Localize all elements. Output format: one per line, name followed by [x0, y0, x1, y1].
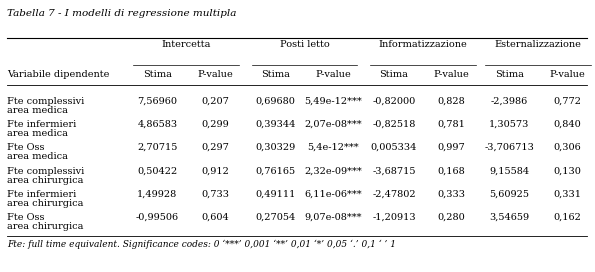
Text: 4,86583: 4,86583	[137, 120, 177, 129]
Text: Posti letto: Posti letto	[280, 41, 330, 50]
Text: 0,733: 0,733	[201, 190, 229, 199]
Text: Stima: Stima	[495, 70, 524, 79]
Text: area chirurgica: area chirurgica	[7, 199, 84, 208]
Text: 0,280: 0,280	[438, 213, 465, 222]
Text: 0,50422: 0,50422	[137, 167, 177, 176]
Text: Fte complessivi: Fte complessivi	[7, 167, 84, 176]
Text: 0,005334: 0,005334	[371, 143, 417, 152]
Text: -0,82518: -0,82518	[372, 120, 416, 129]
Text: -3,68715: -3,68715	[372, 167, 416, 176]
Text: 0,162: 0,162	[553, 213, 581, 222]
Text: P-value: P-value	[434, 70, 469, 79]
Text: Fte complessivi: Fte complessivi	[7, 97, 84, 106]
Text: 0,840: 0,840	[553, 120, 581, 129]
Text: 5,49e-12***: 5,49e-12***	[305, 97, 362, 106]
Text: 0,912: 0,912	[201, 167, 229, 176]
Text: 0,130: 0,130	[553, 167, 581, 176]
Text: 5,60925: 5,60925	[489, 190, 530, 199]
Text: Informatizzazione: Informatizzazione	[378, 41, 467, 50]
Text: 9,07e-08***: 9,07e-08***	[305, 213, 362, 222]
Text: 0,781: 0,781	[438, 120, 465, 129]
Text: P-value: P-value	[315, 70, 351, 79]
Text: 7,56960: 7,56960	[137, 97, 177, 106]
Text: 0,299: 0,299	[201, 120, 229, 129]
Text: 3,54659: 3,54659	[489, 213, 530, 222]
Text: -0,82000: -0,82000	[372, 97, 415, 106]
Text: 0,168: 0,168	[438, 167, 465, 176]
Text: 9,15584: 9,15584	[489, 167, 530, 176]
Text: P-value: P-value	[197, 70, 233, 79]
Text: Variabile dipendente: Variabile dipendente	[7, 70, 109, 79]
Text: Intercetta: Intercetta	[161, 41, 211, 50]
Text: Stima: Stima	[380, 70, 408, 79]
Text: area chirurgica: area chirurgica	[7, 176, 84, 186]
Text: 0,76165: 0,76165	[256, 167, 296, 176]
Text: 2,07e-08***: 2,07e-08***	[305, 120, 362, 129]
Text: 0,333: 0,333	[437, 190, 466, 199]
Text: 0,828: 0,828	[438, 97, 465, 106]
Text: area medica: area medica	[7, 129, 68, 138]
Text: 1,49928: 1,49928	[137, 190, 177, 199]
Text: 0,772: 0,772	[553, 97, 581, 106]
Text: -3,706713: -3,706713	[484, 143, 534, 152]
Text: 0,297: 0,297	[201, 143, 229, 152]
Text: P-value: P-value	[549, 70, 585, 79]
Text: 0,604: 0,604	[201, 213, 229, 222]
Text: -2,47802: -2,47802	[372, 190, 416, 199]
Text: Fte: full time equivalent. Significance codes: 0 ‘***’ 0,001 ‘**’ 0,01 ‘*’ 0,05 : Fte: full time equivalent. Significance …	[7, 240, 396, 249]
Text: -2,3986: -2,3986	[491, 97, 528, 106]
Text: Fte Oss: Fte Oss	[7, 213, 45, 222]
Text: 0,69680: 0,69680	[256, 97, 296, 106]
Text: Stima: Stima	[261, 70, 290, 79]
Text: 5,4e-12***: 5,4e-12***	[308, 143, 359, 152]
Text: 0,997: 0,997	[438, 143, 465, 152]
Text: area medica: area medica	[7, 152, 68, 161]
Text: 2,32e-09***: 2,32e-09***	[305, 167, 362, 176]
Text: 0,207: 0,207	[201, 97, 229, 106]
Text: 6,11e-06***: 6,11e-06***	[305, 190, 362, 199]
Text: -0,99506: -0,99506	[136, 213, 179, 222]
Text: 0,49111: 0,49111	[255, 190, 296, 199]
Text: area chirurgica: area chirurgica	[7, 222, 84, 231]
Text: 0,331: 0,331	[553, 190, 581, 199]
Text: 0,30329: 0,30329	[255, 143, 296, 152]
Text: 2,70715: 2,70715	[137, 143, 177, 152]
Text: 1,30573: 1,30573	[489, 120, 530, 129]
Text: Fte infermieri: Fte infermieri	[7, 190, 77, 199]
Text: 0,39344: 0,39344	[255, 120, 296, 129]
Text: Fte infermieri: Fte infermieri	[7, 120, 77, 129]
Text: 0,27054: 0,27054	[255, 213, 296, 222]
Text: Fte Oss: Fte Oss	[7, 143, 45, 152]
Text: area medica: area medica	[7, 106, 68, 115]
Text: -1,20913: -1,20913	[372, 213, 416, 222]
Text: 0,306: 0,306	[553, 143, 581, 152]
Text: Tabella 7 - I modelli di regressione multipla: Tabella 7 - I modelli di regressione mul…	[7, 10, 237, 18]
Text: Esternalizzazione: Esternalizzazione	[494, 41, 581, 50]
Text: Stima: Stima	[143, 70, 172, 79]
